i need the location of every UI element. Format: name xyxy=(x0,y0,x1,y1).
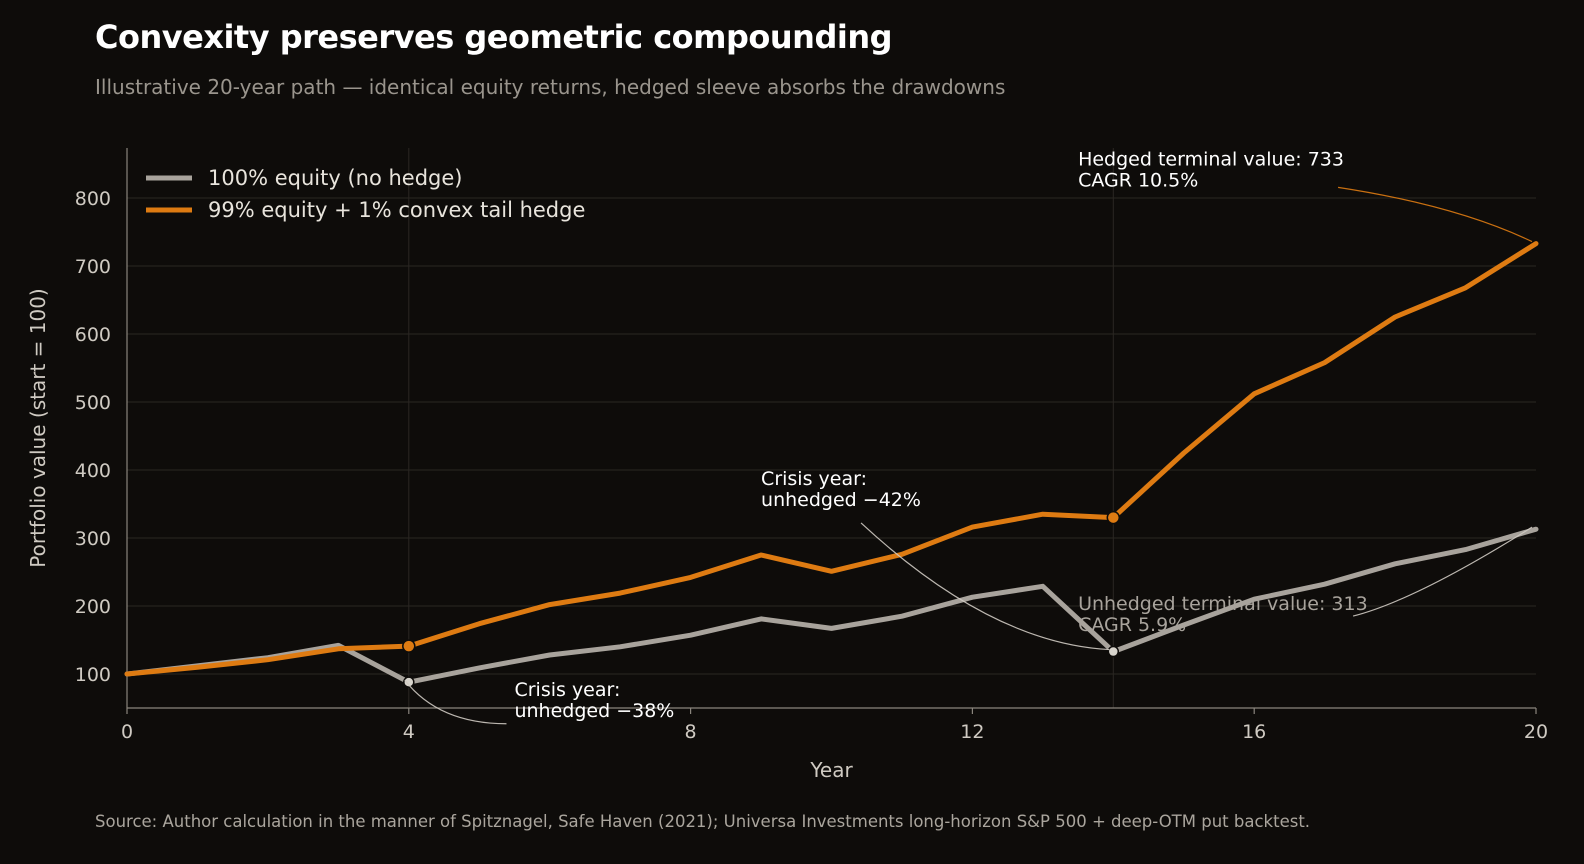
line-chart: 100 200 300 400 500 600 700 800 0 4 8 12 16 20 Year Por… xyxy=(26,148,1548,782)
annotation-connector xyxy=(1352,526,1533,617)
y-tick-label: 500 xyxy=(75,392,111,414)
grid-layer xyxy=(127,148,1536,708)
annotation-connector xyxy=(1337,186,1533,243)
chart-title: Convexity preserves geometric compoundin… xyxy=(95,18,893,56)
y-tick-label: 800 xyxy=(75,188,111,210)
x-tick-label: 0 xyxy=(121,721,133,743)
annotation-text: unhedged −42% xyxy=(761,489,921,511)
annotation-connector xyxy=(860,522,1110,651)
series-line-unhedged xyxy=(124,526,1539,685)
x-tick-label: 12 xyxy=(960,721,984,743)
series-line-hedged xyxy=(124,241,1539,677)
annotation-text: Unhedged terminal value: 313 xyxy=(1078,593,1368,615)
x-tick-label: 8 xyxy=(685,721,697,743)
axis-layer: 100 200 300 400 500 600 700 800 0 4 8 12 16 20 Year Por… xyxy=(26,148,1548,782)
annotation-text: CAGR 5.9% xyxy=(1078,614,1186,636)
y-tick-label: 600 xyxy=(75,324,111,346)
marker-hedged xyxy=(1106,510,1121,525)
marker-hedged xyxy=(402,639,416,653)
annotation-layer: Crisis year:unhedged −38%Crisis year:unh… xyxy=(404,148,1533,725)
y-tick-label: 200 xyxy=(75,596,111,618)
series-layer xyxy=(124,241,1539,688)
x-axis-label: Year xyxy=(809,758,853,782)
y-axis-label: Portfolio value (start = 100) xyxy=(26,288,50,567)
y-tick-label: 100 xyxy=(75,664,111,686)
source-note: Source: Author calculation in the manner… xyxy=(95,812,1311,831)
marker-unhedged xyxy=(403,676,415,688)
y-tick-label: 700 xyxy=(75,256,111,278)
legend-label-hedged: 99% equity + 1% convex tail hedge xyxy=(208,198,585,222)
x-tick-label: 4 xyxy=(403,721,415,743)
annotation-text: CAGR 10.5% xyxy=(1078,169,1198,191)
annotation-text: Hedged terminal value: 733 xyxy=(1078,148,1344,170)
y-tick-label: 400 xyxy=(75,460,111,482)
annotation-text: Crisis year: xyxy=(761,468,867,490)
annotation-text: Crisis year: xyxy=(514,679,620,701)
x-tick-label: 20 xyxy=(1524,721,1548,743)
legend: 100% equity (no hedge) 99% equity + 1% co… xyxy=(146,166,585,222)
marker-unhedged xyxy=(1107,645,1120,658)
annotation-text: unhedged −38% xyxy=(514,700,674,722)
y-tick-label: 300 xyxy=(75,528,111,550)
x-tick-label: 16 xyxy=(1242,721,1266,743)
chart-subtitle: Illustrative 20-year path — identical eq… xyxy=(95,75,1006,99)
legend-label-unhedged: 100% equity (no hedge) xyxy=(208,166,462,190)
annotation-connector xyxy=(404,679,507,725)
